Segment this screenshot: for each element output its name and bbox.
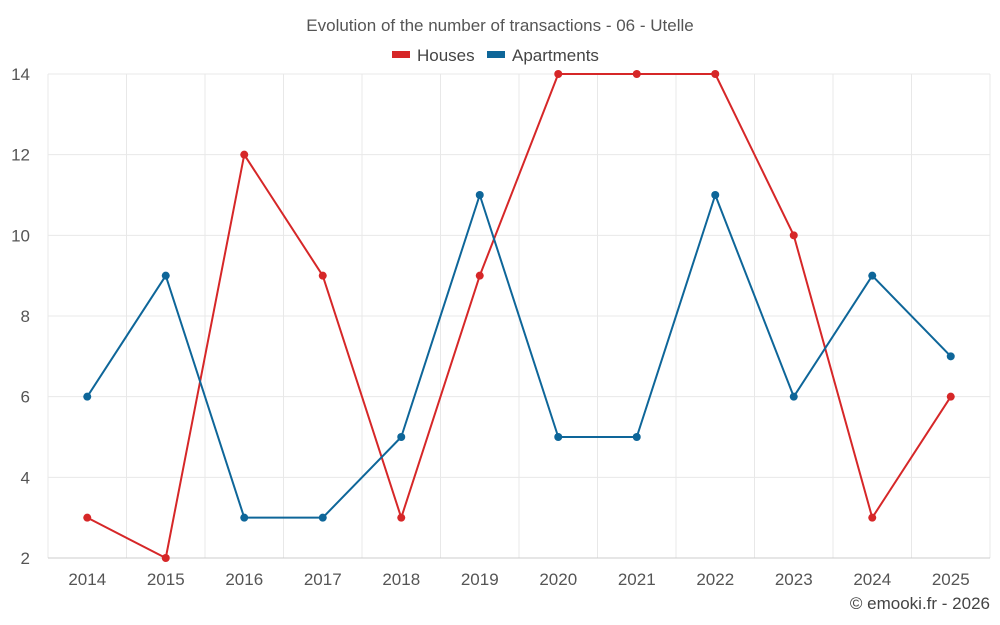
series-apartments (83, 191, 955, 522)
y-tick-label: 8 (21, 307, 30, 326)
data-point-houses[interactable] (789, 231, 798, 240)
data-point-houses[interactable] (475, 271, 484, 280)
series-line-houses (86, 73, 952, 559)
data-point-houses[interactable] (554, 70, 563, 78)
data-point-apartments[interactable] (946, 352, 955, 361)
y-tick-label: 10 (11, 226, 30, 245)
x-tick-label: 2014 (68, 570, 106, 589)
series-houses (83, 70, 955, 562)
x-tick-label: 2020 (539, 570, 577, 589)
y-tick-label: 2 (21, 549, 30, 568)
data-point-apartments[interactable] (397, 433, 406, 441)
series (83, 70, 955, 562)
data-point-apartments[interactable] (789, 392, 798, 401)
x-axis-ticks: 2014 2015 2016 2017 2018 2019 2020 2021 2022 2023… (68, 570, 969, 589)
y-axis-ticks: 2 4 6 8 10 12 14 (11, 65, 30, 568)
y-tick-label: 4 (21, 468, 30, 487)
x-tick-label: 2017 (304, 570, 342, 589)
x-tick-label: 2023 (775, 570, 813, 589)
legend[interactable]: Houses Apartments (392, 46, 599, 65)
x-tick-label: 2025 (932, 570, 970, 589)
data-point-apartments[interactable] (711, 191, 720, 199)
data-point-houses[interactable] (397, 513, 406, 522)
data-point-houses[interactable] (868, 513, 877, 522)
y-tick-label: 12 (11, 146, 30, 165)
y-tick-label: 14 (11, 65, 30, 84)
legend-label-apartments[interactable]: Apartments (512, 46, 599, 65)
data-point-apartments[interactable] (318, 513, 327, 522)
legend-swatch-houses (392, 51, 410, 58)
x-tick-label: 2015 (147, 570, 185, 589)
data-point-houses[interactable] (240, 150, 249, 159)
data-point-apartments[interactable] (554, 433, 563, 441)
data-point-houses[interactable] (632, 70, 641, 78)
x-tick-label: 2019 (461, 570, 499, 589)
data-point-apartments[interactable] (632, 433, 641, 441)
data-point-houses[interactable] (161, 554, 170, 562)
data-point-apartments[interactable] (475, 191, 484, 199)
data-point-apartments[interactable] (240, 513, 249, 522)
data-point-apartments[interactable] (161, 271, 170, 280)
x-tick-label: 2018 (382, 570, 420, 589)
y-tick-label: 6 (21, 388, 30, 407)
x-tick-label: 2022 (696, 570, 734, 589)
x-tick-label: 2016 (225, 570, 263, 589)
data-point-houses[interactable] (711, 70, 720, 78)
data-point-apartments[interactable] (83, 392, 92, 401)
data-point-apartments[interactable] (868, 271, 877, 280)
series-line-apartments (86, 194, 952, 519)
data-point-houses[interactable] (83, 513, 92, 522)
x-tick-label: 2024 (853, 570, 891, 589)
legend-swatch-apartments (487, 51, 505, 58)
credit-text: © emooki.fr - 2026 (850, 594, 990, 613)
legend-label-houses[interactable]: Houses (417, 46, 475, 65)
data-point-houses[interactable] (946, 392, 955, 401)
x-tick-label: 2021 (618, 570, 656, 589)
data-point-houses[interactable] (318, 271, 327, 280)
chart-title: Evolution of the number of transactions … (306, 16, 693, 35)
